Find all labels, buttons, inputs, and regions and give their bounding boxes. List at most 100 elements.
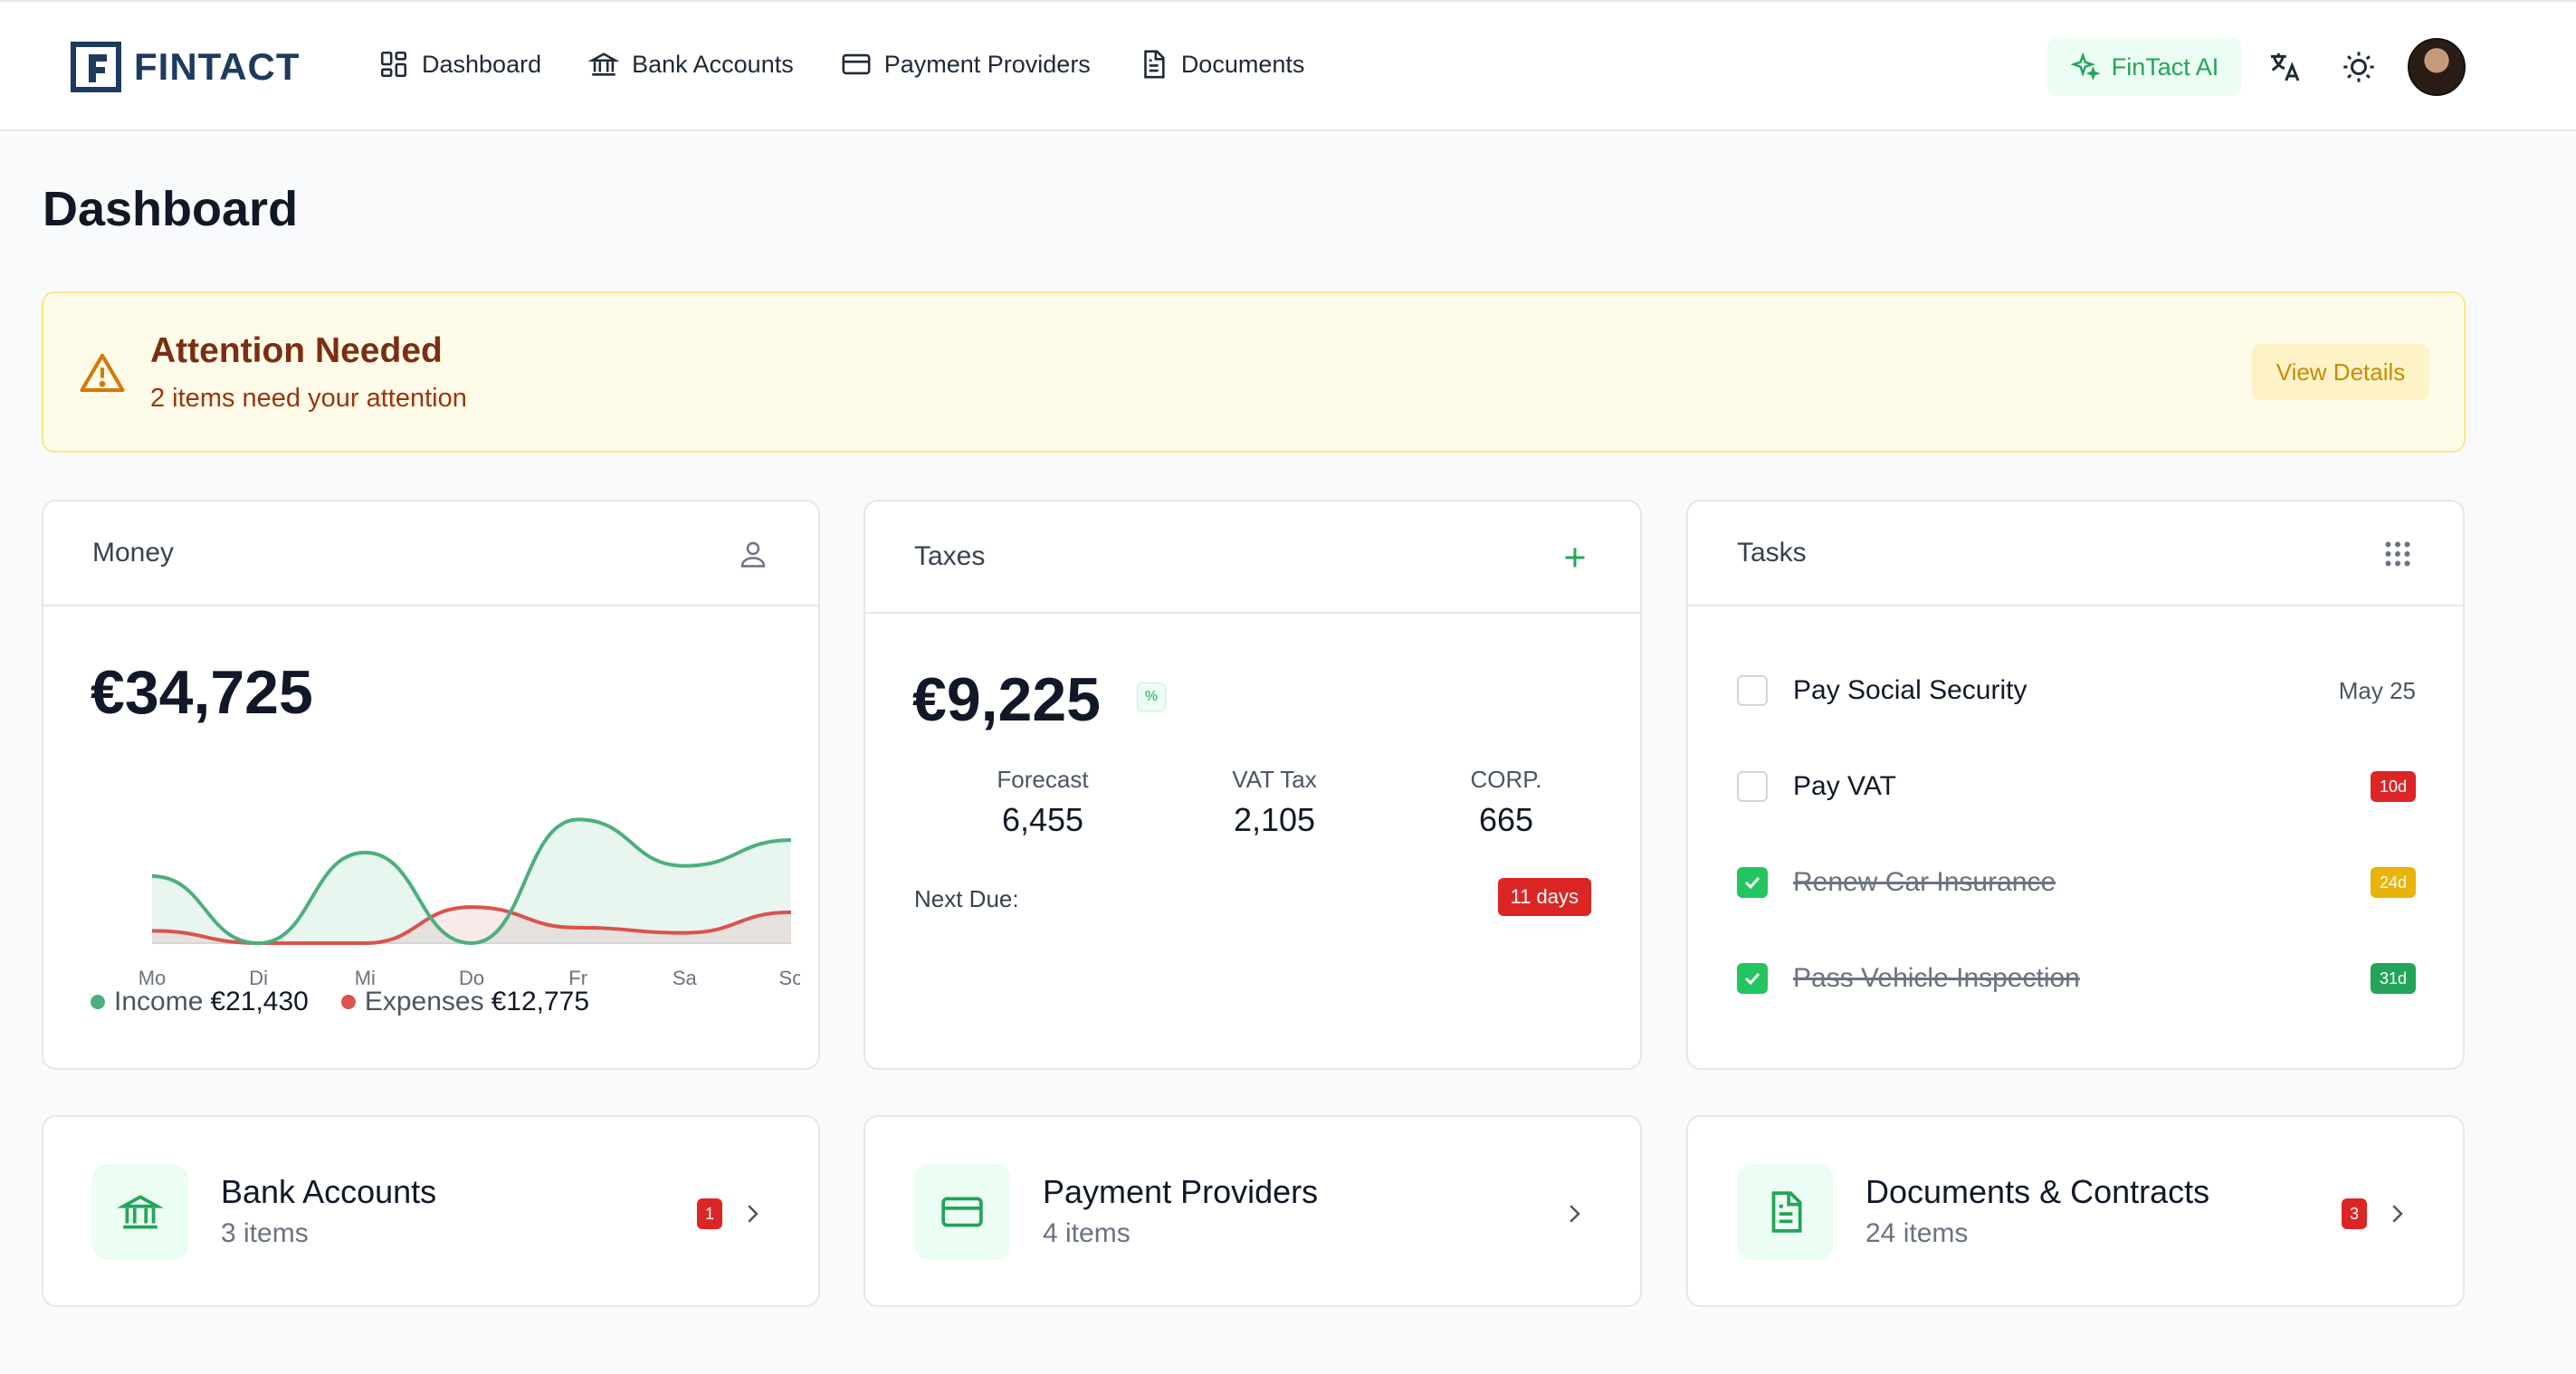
credit-card-icon: [842, 53, 871, 75]
money-chart: Mo Di Mi Do Fr Sa So: [138, 817, 800, 989]
percent-badge[interactable]: %: [1137, 682, 1166, 711]
attention-alert: Attention Needed 2 items need your atten…: [42, 291, 2466, 453]
sun-icon[interactable]: [2341, 49, 2377, 85]
chevron-right-icon: [1569, 1205, 1580, 1223]
taxes-card-title: Taxes: [914, 541, 986, 571]
check-icon: [1744, 876, 1760, 890]
task-item: Pay VAT 10d: [1737, 764, 2416, 809]
credit-card-icon: [941, 1197, 983, 1227]
grid-dots-icon[interactable]: [2381, 538, 2414, 570]
tax-vat: VAT Tax 2,105: [1157, 766, 1392, 839]
income-dot: [91, 995, 105, 1009]
nav-documents[interactable]: Documents: [1138, 49, 1305, 80]
taxes-total: €9,225: [912, 665, 1101, 734]
task-checkbox-checked[interactable]: [1737, 963, 1768, 994]
tax-corp: CORP. 665: [1388, 766, 1624, 839]
x-tick-label: Fr: [568, 967, 587, 989]
tile-subtitle: 24 items: [1865, 1218, 1969, 1248]
tile-title: Documents & Contracts: [1865, 1173, 2210, 1210]
task-label: Pay Social Security: [1793, 675, 2027, 705]
legend-income: Income €21,430: [91, 987, 309, 1017]
money-card: Money €34,725 Mo Di Mi Do Fr Sa So Income €21,…: [42, 500, 820, 1070]
tax-corp-label: CORP.: [1470, 766, 1542, 793]
document-icon: [1144, 50, 1165, 79]
nav-documents-label: Documents: [1180, 50, 1305, 78]
task-due-tag: 24d: [2370, 867, 2416, 898]
task-item: Renew Car Insurance 24d: [1737, 860, 2416, 905]
tasks-card-header: Tasks: [1688, 501, 2463, 606]
chevron-right-icon: [2392, 1205, 2403, 1223]
document-icon: [1771, 1191, 1802, 1233]
tax-vat-value: 2,105: [1233, 801, 1316, 838]
logo-text: FINTACT: [134, 45, 301, 88]
income-area: [152, 819, 791, 943]
tile-title: Payment Providers: [1043, 1173, 1319, 1210]
tile-icon-wrap: [92, 1164, 188, 1260]
warning-triangle-icon: [80, 353, 125, 393]
fintact-ai-button[interactable]: FinTact AI: [2047, 38, 2241, 96]
money-card-title: Money: [92, 538, 175, 568]
nav-payment-providers-label: Payment Providers: [883, 50, 1091, 78]
x-axis-ticks: Mo Di Mi Do Fr Sa So: [138, 967, 800, 989]
expenses-label: Expenses: [364, 987, 484, 1016]
taxes-card-header: Taxes: [865, 501, 1640, 614]
alert-subtitle: 2 items need your attention: [150, 384, 467, 413]
task-label: Pay VAT: [1793, 771, 1896, 801]
tasks-card-title: Tasks: [1737, 538, 1807, 568]
task-checkbox[interactable]: [1737, 675, 1768, 706]
page-title: Dashboard: [43, 182, 299, 236]
nav-bank-accounts-label: Bank Accounts: [632, 50, 794, 78]
legend-expenses: Expenses €12,775: [340, 987, 590, 1017]
money-total: €34,725: [91, 658, 313, 727]
next-due-label: Next Due:: [914, 885, 1019, 912]
plus-icon[interactable]: [1559, 541, 1591, 574]
check-icon: [1744, 972, 1760, 986]
x-tick-label: Mo: [138, 967, 167, 989]
money-card-header: Money: [43, 501, 818, 606]
view-details-button[interactable]: View Details: [2252, 344, 2429, 400]
tile-subtitle: 4 items: [1043, 1218, 1131, 1248]
top-navigation-bar: FINTACT Dashboard Bank Accounts Payment …: [0, 0, 2576, 131]
bank-icon: [588, 52, 620, 76]
fintact-logo-icon: [71, 42, 121, 92]
x-tick-label: Do: [459, 967, 484, 989]
money-legend: Income €21,430 Expenses €12,775: [91, 987, 622, 1017]
tile-count-badge: 3: [2342, 1198, 2367, 1229]
tile-count-badge: 1: [697, 1198, 722, 1229]
tile-documents-contracts[interactable]: Documents & Contracts 24 items 3: [1686, 1115, 2465, 1307]
nav-dashboard-label: Dashboard: [422, 50, 542, 78]
nav-dashboard[interactable]: Dashboard: [378, 49, 541, 80]
translate-icon[interactable]: [2266, 49, 2303, 85]
task-due-tag: 10d: [2370, 771, 2416, 802]
task-date: May 25: [2338, 676, 2416, 704]
x-tick-label: So: [779, 967, 800, 989]
nav-bank-accounts[interactable]: Bank Accounts: [588, 49, 794, 80]
expenses-value: €12,775: [491, 987, 590, 1016]
tile-icon-wrap: [914, 1164, 1010, 1260]
tax-vat-label: VAT Tax: [1232, 766, 1317, 793]
tax-corp-value: 665: [1478, 801, 1534, 838]
task-checkbox[interactable]: [1737, 771, 1768, 802]
dashboard-grid-icon: [380, 51, 407, 78]
income-label: Income: [114, 987, 204, 1016]
task-item: Pass Vehicle Inspection 31d: [1737, 956, 2416, 1001]
avatar[interactable]: [2408, 38, 2466, 96]
chevron-right-icon: [748, 1205, 758, 1223]
income-line: [151, 817, 792, 946]
bank-icon: [118, 1195, 163, 1229]
fintact-ai-label: FinTact AI: [2111, 52, 2219, 81]
task-label: Renew Car Insurance: [1793, 867, 2056, 897]
tile-title: Bank Accounts: [221, 1173, 437, 1210]
logo[interactable]: FINTACT: [71, 42, 301, 92]
task-checkbox-checked[interactable]: [1737, 867, 1768, 898]
nav-payment-providers[interactable]: Payment Providers: [841, 49, 1091, 80]
x-tick-label: Mi: [355, 967, 376, 989]
user-icon[interactable]: [737, 538, 769, 570]
tax-forecast: Forecast 6,455: [925, 766, 1160, 839]
tile-payment-providers[interactable]: Payment Providers 4 items: [863, 1115, 1642, 1307]
tile-bank-accounts[interactable]: Bank Accounts 3 items 1: [42, 1115, 820, 1307]
tax-forecast-label: Forecast: [997, 766, 1089, 793]
tile-icon-wrap: [1737, 1164, 1833, 1260]
task-item: Pay Social Security May 25: [1737, 668, 2416, 713]
x-tick-label: Sa: [673, 967, 698, 989]
